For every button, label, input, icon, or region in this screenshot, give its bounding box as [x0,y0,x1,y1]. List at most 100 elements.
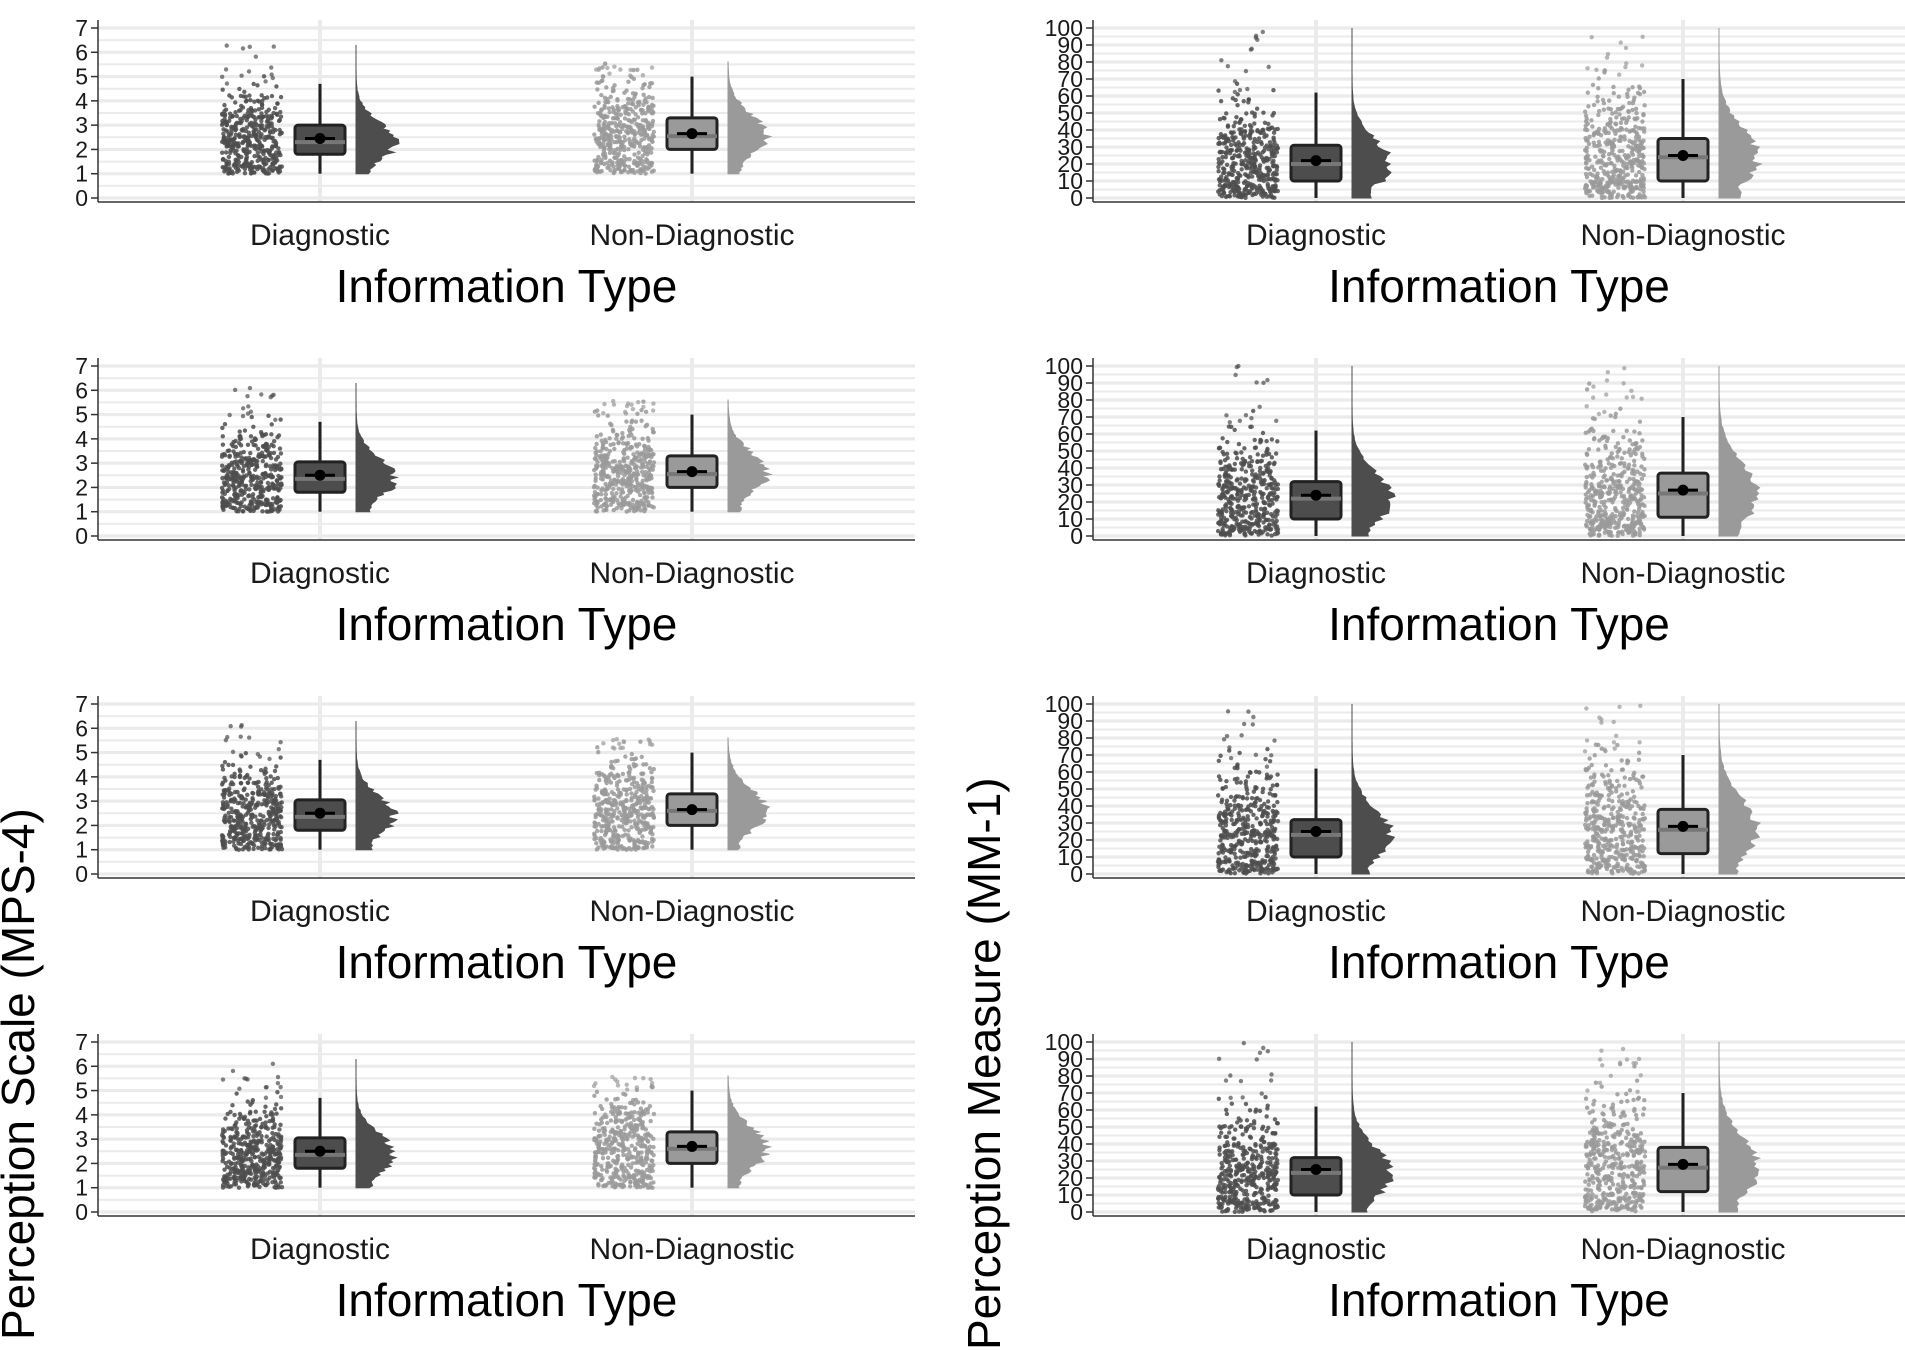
data-point [626,502,632,508]
data-point [601,846,606,851]
data-point [246,130,252,135]
data-point [259,802,264,807]
data-point [1628,453,1633,458]
data-point [650,139,655,145]
data-point [596,67,601,72]
data-point [1273,514,1278,519]
data-point [1268,144,1273,149]
data-point [1246,160,1251,166]
data-point [1613,110,1618,115]
data-point [616,837,621,843]
data-point [620,441,626,446]
data-point [639,418,644,423]
data-point [1608,529,1613,535]
data-point [601,144,606,150]
data-point [602,401,607,407]
data-point [1266,498,1272,503]
data-point [278,451,284,456]
data-point [1257,468,1263,474]
y-tick-label: 30 [1057,134,1083,160]
data-point [234,169,240,175]
data-point [235,814,240,820]
data-point [247,487,252,492]
data-point [1627,500,1633,505]
data-point [222,421,228,427]
data-point [1608,107,1614,112]
data-point [604,446,609,452]
data-point [649,504,654,509]
data-point [1585,90,1591,95]
data-point [1243,68,1249,74]
data-point [245,135,251,140]
data-point [611,766,616,771]
data-point [631,76,637,82]
data-point [1225,490,1230,495]
data-point [1596,465,1601,470]
data-point [594,828,600,834]
data-point [624,798,629,804]
data-point [1626,192,1631,197]
data-point [593,824,599,829]
data-point [245,442,251,448]
data-point [1616,523,1621,528]
data-point [594,162,599,167]
data-point [255,150,261,156]
data-point [1249,424,1255,429]
half-violin [1718,366,1761,537]
data-point [1640,183,1646,188]
data-point [1230,172,1235,178]
data-point [642,98,647,104]
data-point [1261,130,1266,136]
data-point [648,784,654,790]
data-point [235,818,240,823]
y-tick-label: 2 [75,474,88,500]
data-point [239,492,245,497]
data-point [221,837,226,843]
data-point [221,134,227,140]
data-point [1264,438,1269,444]
data-point [1641,495,1647,500]
data-point [1232,79,1238,84]
data-point [1607,156,1612,162]
data-point [276,433,282,438]
data-point [220,800,226,805]
data-point [1596,76,1601,81]
data-point [1599,192,1604,197]
data-point [1240,456,1245,462]
data-point [607,71,612,76]
y-tick-label: 5 [75,402,88,428]
data-point [594,434,600,439]
data-point [638,739,643,744]
data-point [272,768,278,774]
data-point [247,122,252,127]
data-point [642,845,647,851]
data-point [233,124,238,129]
y-tick-label: 10 [1057,506,1083,532]
data-point [1630,165,1635,170]
data-point [259,111,264,116]
data-point [220,452,225,457]
data-point [1634,185,1639,191]
data-point [225,804,230,809]
data-point [275,168,281,174]
data-point [633,802,639,807]
data-point [1636,484,1642,489]
data-point [622,409,628,415]
data-point [640,436,645,442]
data-point [265,147,270,153]
data-point [257,499,262,505]
data-point [620,430,625,436]
data-point [1221,170,1226,176]
data-point [600,445,605,451]
data-point [646,108,652,114]
y-tick-label: 100 [1045,353,1083,379]
series-diagnostic: Diagnostic [1215,363,1396,590]
data-point [1638,187,1643,192]
data-point [1217,483,1222,489]
data-point [229,780,234,785]
data-point [261,487,266,493]
data-point [629,795,634,801]
data-point [278,835,283,841]
